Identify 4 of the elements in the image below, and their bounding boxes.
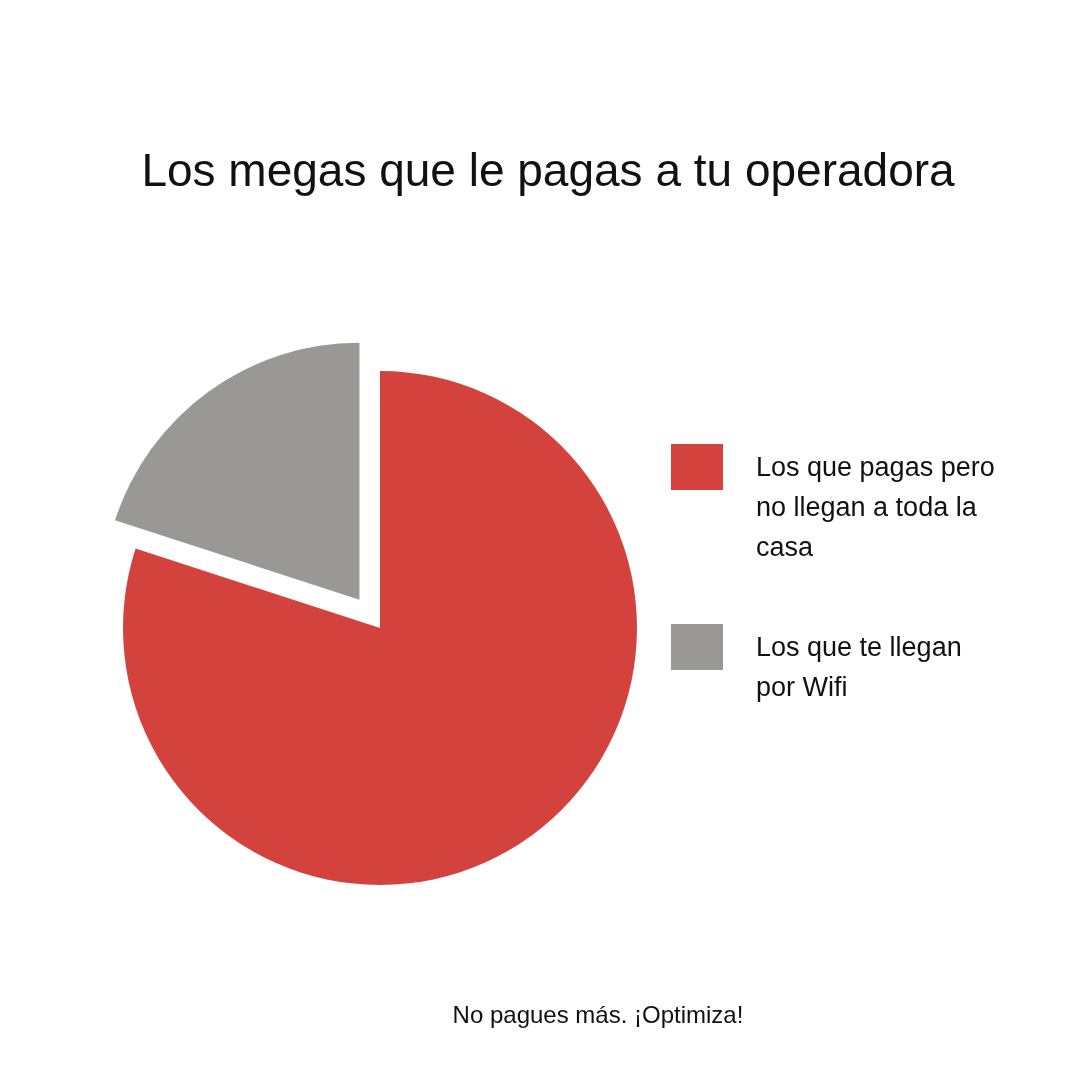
legend-label: Los que te llegan por Wifi	[756, 632, 962, 702]
legend-label: Los que pagas pero no llegan a toda la casa	[756, 452, 995, 562]
text: No pagues más. ¡Optimiza!	[452, 1001, 744, 1028]
chart-title: Los megas que le pagas a tu operadora	[141, 144, 956, 196]
